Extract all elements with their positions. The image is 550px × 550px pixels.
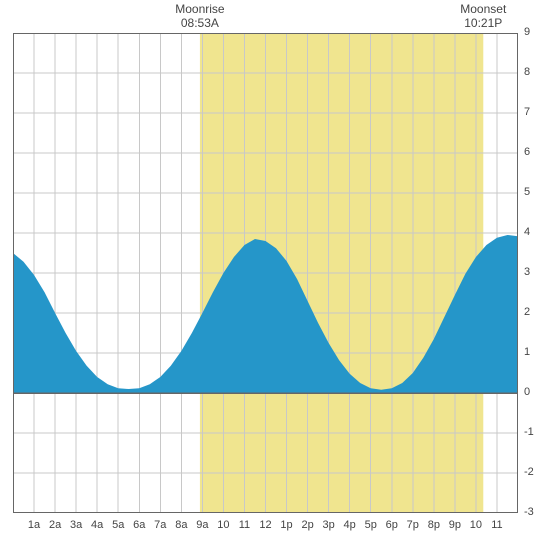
x-tick-label: 9a bbox=[196, 519, 208, 531]
x-tick-label: 4p bbox=[344, 519, 356, 531]
x-tick-label: 12 bbox=[259, 519, 271, 531]
y-tick-label: 1 bbox=[524, 346, 530, 358]
x-tick-label: 6p bbox=[386, 519, 398, 531]
x-tick-label: 1a bbox=[28, 519, 40, 531]
x-tick-label: 3a bbox=[70, 519, 82, 531]
plot-svg bbox=[13, 33, 518, 513]
y-tick-label: -3 bbox=[524, 506, 534, 518]
x-tick-label: 4a bbox=[91, 519, 103, 531]
x-tick-label: 7p bbox=[407, 519, 419, 531]
x-tick-label: 10 bbox=[470, 519, 482, 531]
x-tick-label: 1p bbox=[280, 519, 292, 531]
x-tick-label: 7a bbox=[154, 519, 166, 531]
tide-chart: Moonrise 08:53A Moonset 10:21P -3-2-1012… bbox=[0, 0, 550, 550]
moonrise-label: Moonrise bbox=[172, 2, 228, 16]
x-tick-label: 10 bbox=[217, 519, 229, 531]
y-tick-label: 3 bbox=[524, 266, 530, 278]
x-tick-label: 11 bbox=[239, 519, 250, 531]
plot-area bbox=[13, 33, 518, 513]
moonrise-header: Moonrise 08:53A bbox=[172, 2, 228, 31]
x-tick-label: 8a bbox=[175, 519, 187, 531]
y-tick-label: 5 bbox=[524, 186, 530, 198]
y-tick-label: 9 bbox=[524, 26, 530, 38]
y-tick-label: 8 bbox=[524, 66, 530, 78]
y-tick-label: 6 bbox=[524, 146, 530, 158]
y-tick-label: 7 bbox=[524, 106, 530, 118]
y-tick-label: -2 bbox=[524, 466, 534, 478]
x-tick-label: 11 bbox=[491, 519, 502, 531]
x-tick-label: 9p bbox=[449, 519, 461, 531]
moonset-header: Moonset 10:21P bbox=[455, 2, 511, 31]
moonset-label: Moonset bbox=[455, 2, 511, 16]
x-tick-label: 5p bbox=[365, 519, 377, 531]
x-tick-label: 5a bbox=[112, 519, 124, 531]
x-tick-label: 2a bbox=[49, 519, 61, 531]
x-tick-label: 2p bbox=[301, 519, 313, 531]
x-tick-label: 3p bbox=[323, 519, 335, 531]
x-tick-label: 6a bbox=[133, 519, 145, 531]
moonrise-time: 08:53A bbox=[172, 16, 228, 30]
y-tick-label: 4 bbox=[524, 226, 530, 238]
y-tick-label: -1 bbox=[524, 426, 534, 438]
moonset-time: 10:21P bbox=[455, 16, 511, 30]
x-tick-label: 8p bbox=[428, 519, 440, 531]
y-tick-label: 2 bbox=[524, 306, 530, 318]
y-tick-label: 0 bbox=[524, 386, 530, 398]
